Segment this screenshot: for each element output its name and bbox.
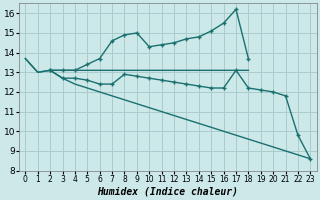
X-axis label: Humidex (Indice chaleur): Humidex (Indice chaleur) [97,187,238,197]
